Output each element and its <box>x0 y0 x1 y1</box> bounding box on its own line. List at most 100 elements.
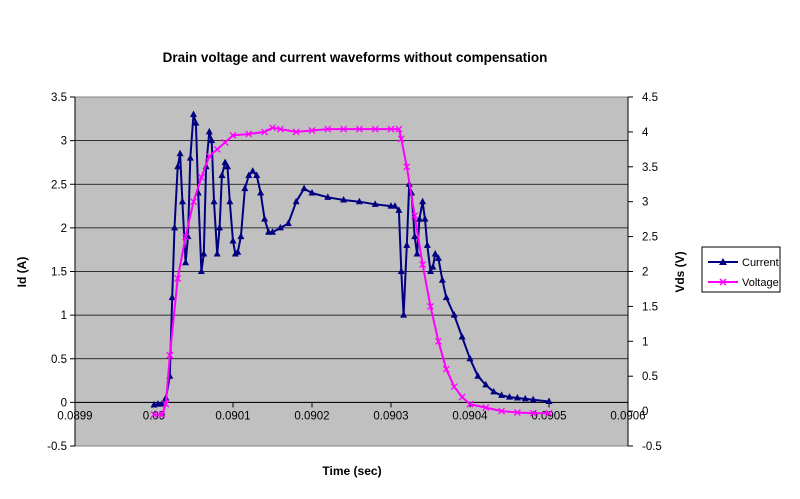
series-voltage-point <box>221 138 229 146</box>
y2-tick-label: 1 <box>642 336 648 348</box>
y2-tick-label: -0.5 <box>642 441 662 453</box>
series-voltage-point <box>371 125 379 133</box>
series-current-point <box>237 232 245 240</box>
series-current-point <box>438 276 446 283</box>
series-current-point <box>300 184 308 192</box>
y2-tick-label: 1.5 <box>642 301 658 313</box>
y2-tick-label: 3.5 <box>642 162 658 174</box>
series-current-point <box>413 250 421 257</box>
y-tick-label: 1.5 <box>51 267 67 279</box>
series-voltage-point <box>150 411 158 419</box>
series-voltage-point <box>395 125 403 133</box>
y2-tick-label: 0 <box>642 406 648 418</box>
series-current-point <box>200 250 208 257</box>
series-current-point <box>400 311 408 318</box>
series-current-point <box>284 219 292 227</box>
y2-tick-label: 3 <box>642 197 648 209</box>
y-tick-label: 1 <box>61 310 67 322</box>
series-current-point <box>213 250 221 257</box>
y2-tick-label: 0.5 <box>642 371 658 383</box>
series-voltage-point <box>498 407 506 415</box>
y2-tick-label: 2.5 <box>642 232 658 244</box>
series-current-point <box>208 136 216 144</box>
y2-axis-label: Vds (V) <box>673 251 687 292</box>
series-current-point <box>397 267 405 274</box>
y2-tick-label: 4 <box>642 127 649 139</box>
series-voltage-point <box>458 393 466 401</box>
y2-tick-label: 2 <box>642 267 648 279</box>
x-tick-label: 0.0905 <box>531 410 566 422</box>
legend-current-marker <box>719 258 727 265</box>
series-current-point <box>545 397 553 405</box>
y-tick-label: 2.5 <box>51 179 67 191</box>
legend-current-label: Current <box>742 257 779 269</box>
series-current-point <box>253 171 261 179</box>
series-current-point <box>371 200 379 207</box>
series-current-point <box>474 372 482 379</box>
series-voltage-point <box>387 125 395 133</box>
series-voltage-point <box>427 302 434 310</box>
series-current-point <box>411 232 419 240</box>
series-current-point <box>182 258 190 266</box>
x-axis-label: Time (sec) <box>322 464 381 478</box>
series-current-point <box>391 202 399 209</box>
chart-title: Drain voltage and current waveforms with… <box>163 50 548 65</box>
series-current-point <box>423 241 431 248</box>
series-layer <box>150 110 553 419</box>
series-voltage-point <box>229 131 237 139</box>
series-current-point <box>190 110 197 117</box>
series-current-point <box>176 149 184 157</box>
series-current-point <box>276 223 284 231</box>
series-voltage-point <box>466 400 474 408</box>
series-voltage-point <box>403 163 411 171</box>
series-voltage-point <box>434 337 442 345</box>
series-current-point <box>292 197 300 205</box>
series-current-point <box>450 311 458 318</box>
series-current-point <box>482 380 490 388</box>
series-current-point <box>431 250 439 257</box>
series-voltage-point <box>190 198 197 206</box>
y-tick-label: 3.5 <box>51 92 67 104</box>
series-current-point <box>395 206 403 213</box>
series-current-point <box>506 393 513 400</box>
x-tick-label: 0.0903 <box>373 410 408 422</box>
series-voltage-point <box>269 124 276 132</box>
series-current-point <box>466 354 474 362</box>
series-current-point <box>434 254 442 261</box>
series-current-point <box>205 127 213 135</box>
legend: Current Voltage <box>701 246 781 293</box>
series-current <box>150 110 553 408</box>
y-tick-label: -0.5 <box>47 441 67 453</box>
series-current-point <box>229 236 237 244</box>
series-current-point <box>521 394 529 402</box>
series-current-point <box>245 171 253 179</box>
series-voltage-point <box>513 409 521 416</box>
series-current-point <box>427 267 434 274</box>
series-current-point <box>168 293 176 301</box>
series-voltage-point <box>182 233 190 241</box>
y2-tick-label: 4.5 <box>642 92 658 104</box>
series-current-point <box>192 119 200 126</box>
series-current-point <box>419 197 427 205</box>
y-axis-label: Id (A) <box>15 257 29 288</box>
series-voltage-point <box>450 383 458 391</box>
y-tick-label: 0 <box>61 397 67 409</box>
y-axis-right: -0.5 0 0.5 1 1.5 2 2.5 3 3.5 4 4.5 <box>627 92 662 453</box>
series-current-point <box>490 387 498 395</box>
series-current-point <box>171 223 179 231</box>
series-voltage-point <box>197 173 205 181</box>
y-tick-label: 2 <box>61 223 67 235</box>
series-current-point <box>221 158 229 165</box>
series-current-point <box>216 223 224 231</box>
legend-voltage-label: Voltage <box>742 277 779 289</box>
y-axis-left: -0.5 0 0.5 1 1.5 2 2.5 3 3.5 <box>47 92 76 453</box>
series-current-point <box>249 167 257 174</box>
series-current-point <box>421 215 429 222</box>
series-current-point <box>223 162 231 170</box>
series-current-point <box>261 215 269 222</box>
y-tick-label: 3 <box>61 136 67 148</box>
series-current-point <box>340 195 348 203</box>
series-current-point <box>218 171 226 179</box>
series-current-point <box>442 293 450 301</box>
series-current-point <box>429 263 437 270</box>
